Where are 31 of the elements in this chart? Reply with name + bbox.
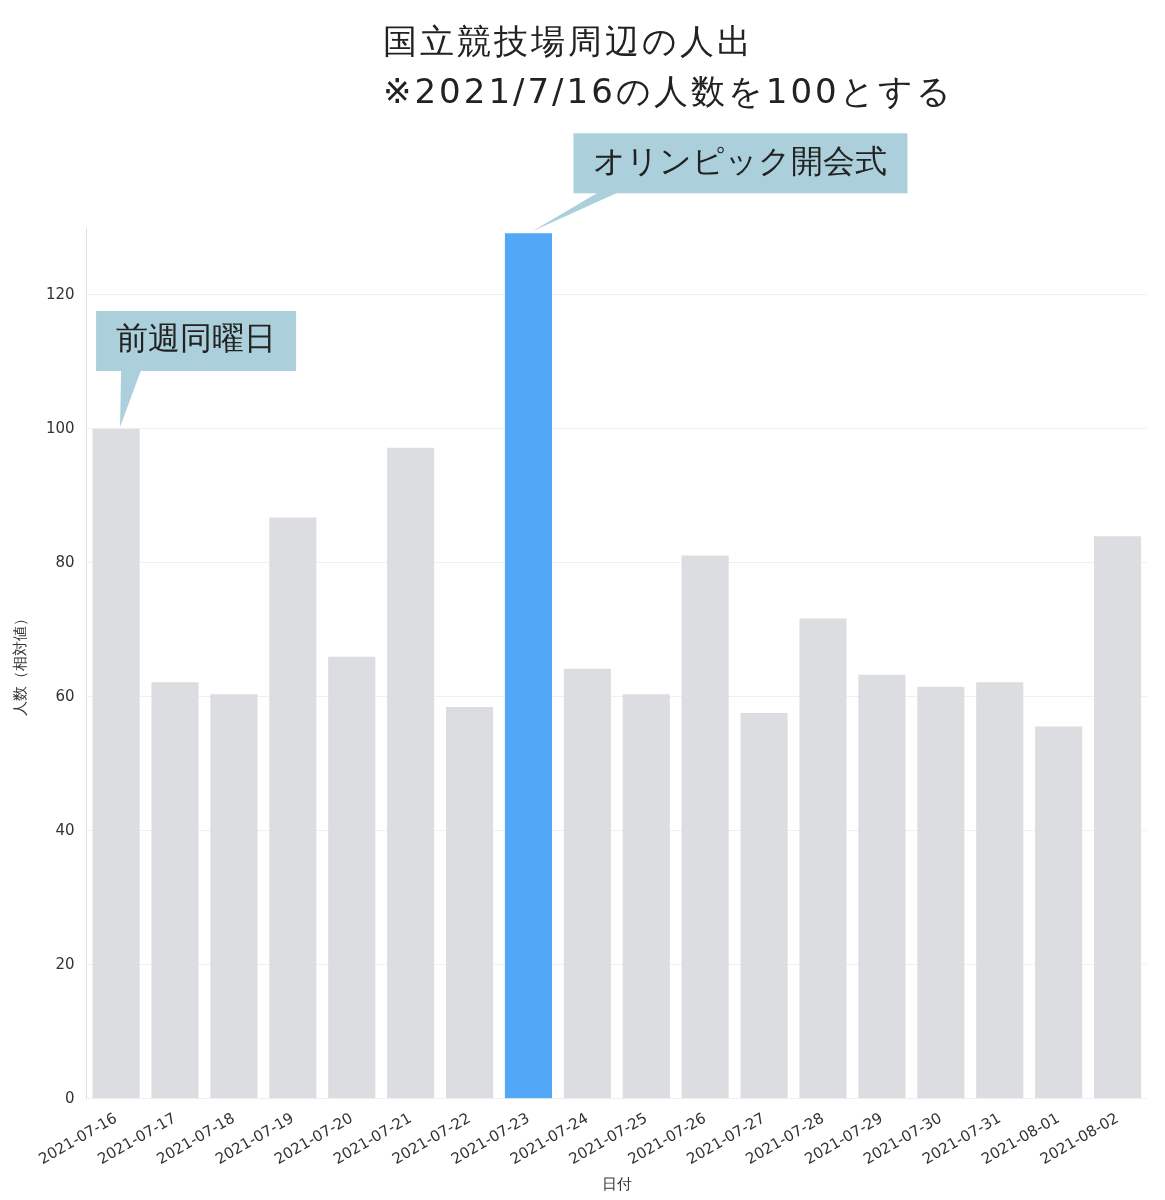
x-axis-title: 日付 [601,1174,632,1193]
bar [1093,536,1142,1099]
bar [976,682,1024,1099]
annotation: オリンピック開会式 [593,141,888,180]
y-tick-label: 40 [55,820,75,839]
bar [1035,726,1083,1099]
bar [92,428,140,1099]
bar [622,694,670,1099]
bar [681,555,729,1099]
bar [504,233,553,1099]
y-tick-label: 100 [45,418,75,437]
y-tick-label: 120 [45,284,75,303]
y-tick-label: 0 [65,1088,75,1107]
chart-subtitle: ※2021/7/16の人数を100とする [383,70,955,113]
bar [387,447,435,1099]
bar [563,668,611,1099]
bar [858,674,906,1099]
y-tick-label: 80 [55,552,75,571]
annotation: 前週同曜日 [116,319,277,358]
bar [445,706,494,1099]
bar [210,694,258,1099]
bar [328,656,376,1099]
bar [740,712,788,1099]
y-axis-title: 人数（相対値） [10,610,29,716]
bar [151,682,199,1099]
chart-title: 国立競技場周辺の人出 [383,20,755,63]
bar [799,618,847,1099]
bar [269,517,317,1099]
y-tick-label: 60 [55,686,75,705]
y-tick-label: 20 [55,954,75,973]
bar [917,686,965,1099]
